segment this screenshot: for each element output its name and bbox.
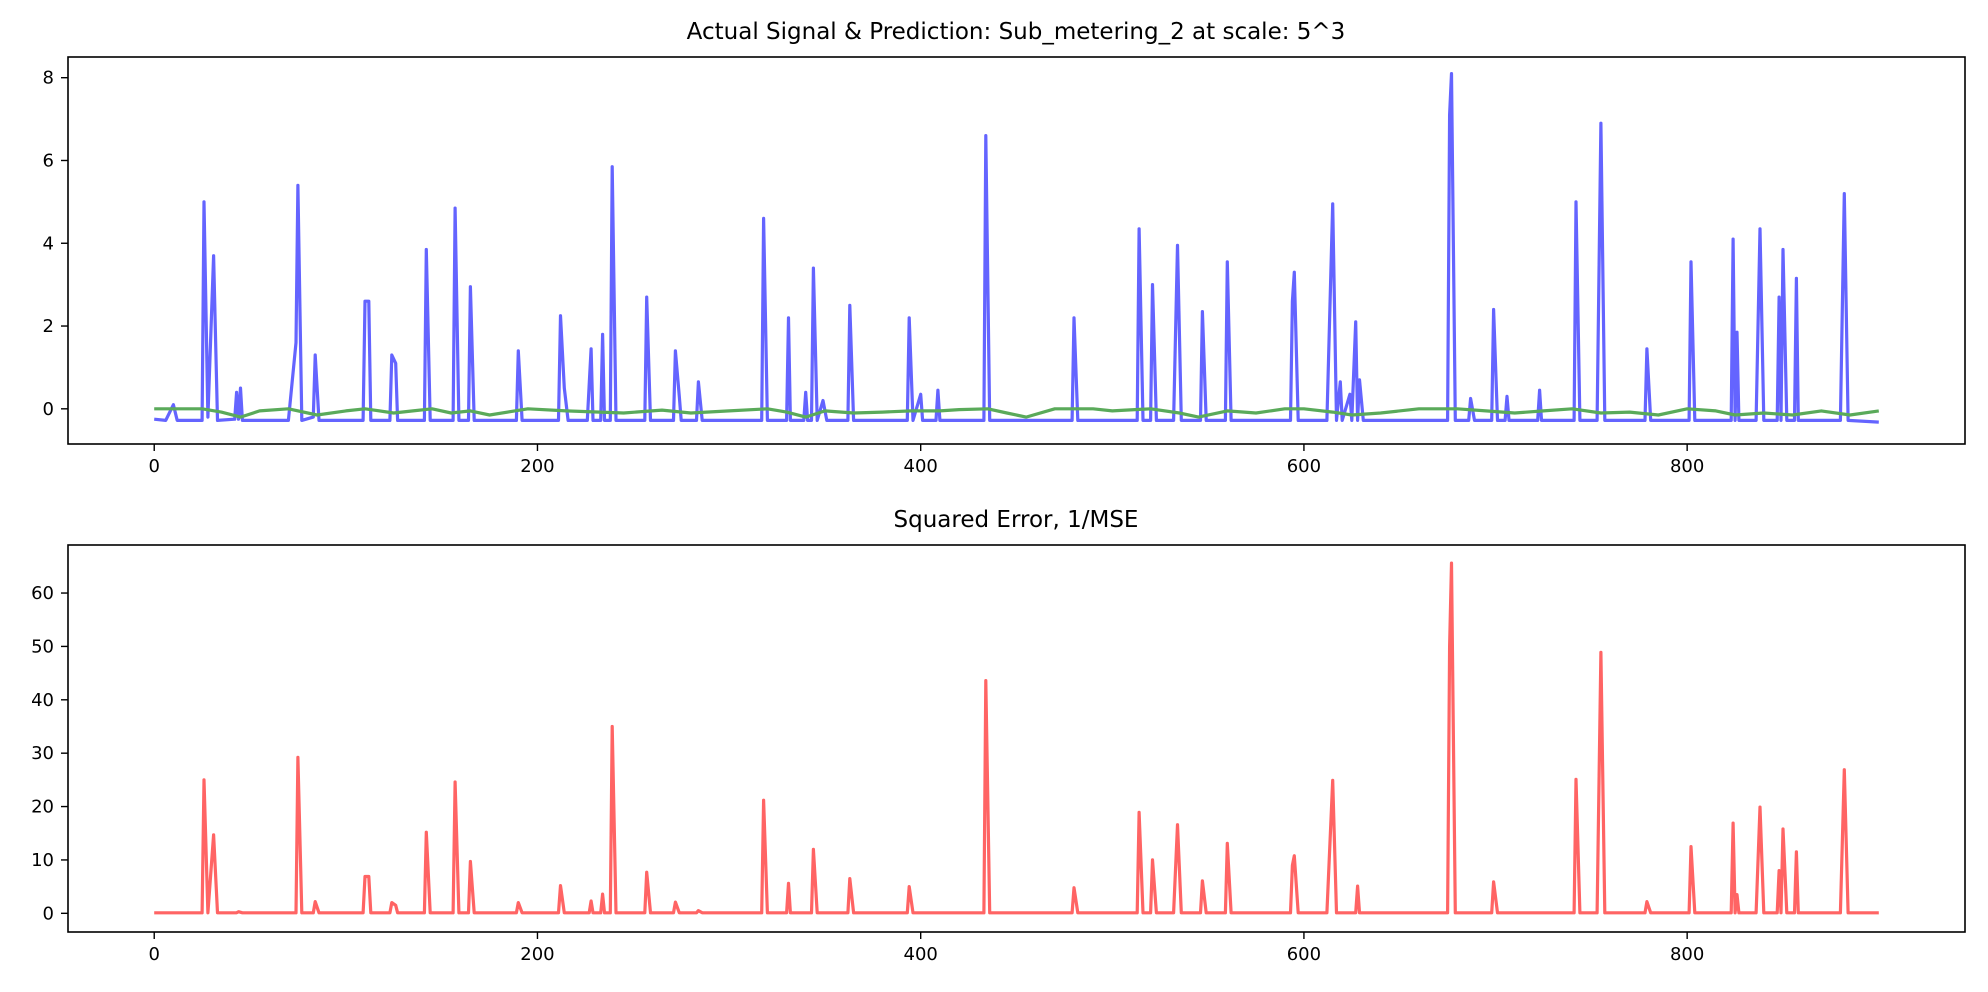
top-x-tick-label: 200 — [520, 456, 554, 477]
top-series-line-0 — [154, 72, 1879, 424]
bottom-y-tick-label: 50 — [31, 636, 54, 657]
bottom-plot-frame — [67, 544, 1966, 933]
top-y-tick-label: 4 — [43, 233, 54, 254]
top-plot-area — [154, 72, 1880, 424]
top-series-line-1 — [154, 407, 1880, 419]
bottom-x-tick-label: 600 — [1287, 944, 1321, 965]
bottom-y-tick-label: 60 — [31, 583, 54, 604]
top-panel-signal-prediction: Actual Signal & Prediction: Sub_metering… — [43, 19, 1966, 477]
top-x-tick-label: 400 — [904, 456, 938, 477]
bottom-x-tick-label: 200 — [520, 944, 554, 965]
top-y-tick-label: 0 — [43, 399, 54, 420]
top-y-tick-label: 6 — [43, 150, 54, 171]
bottom-x-tick-label: 0 — [149, 944, 160, 965]
bottom-y-tick-label: 20 — [31, 797, 54, 818]
bottom-series-line-0 — [154, 561, 1879, 915]
bottom-x-tick-label: 400 — [904, 944, 938, 965]
bottom-panel-squared-error: Squared Error, 1/MSE 0 200 400 600 800 0 10 20 3… — [31, 507, 1966, 965]
bottom-y-tick-label: 30 — [31, 743, 54, 764]
bottom-panel-title: Squared Error, 1/MSE — [894, 507, 1139, 533]
top-plot-frame — [67, 56, 1966, 445]
top-panel-title: Actual Signal & Prediction: Sub_metering… — [687, 19, 1346, 45]
top-x-tick-label: 0 — [149, 456, 160, 477]
top-y-tick-label: 8 — [43, 68, 54, 89]
top-y-tick-label: 2 — [43, 316, 54, 337]
bottom-y-tick-label: 0 — [43, 903, 54, 924]
bottom-y-tick-label: 10 — [31, 850, 54, 871]
top-x-tick-label: 800 — [1670, 456, 1704, 477]
top-x-tick-label: 600 — [1287, 456, 1321, 477]
bottom-y-tick-label: 40 — [31, 690, 54, 711]
bottom-plot-area — [154, 561, 1879, 915]
bottom-x-tick-label: 800 — [1670, 944, 1704, 965]
